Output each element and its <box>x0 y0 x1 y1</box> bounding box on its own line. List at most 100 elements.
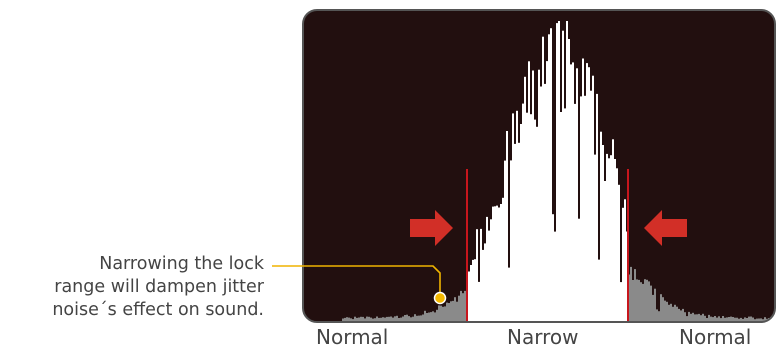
histogram-bar-locked <box>604 181 606 321</box>
histogram-bar-locked <box>514 143 516 321</box>
histogram-bar-outside <box>750 316 752 321</box>
histogram-bar-locked <box>528 61 530 322</box>
histogram-bar-locked <box>498 207 500 321</box>
histogram-bar-locked <box>518 142 520 321</box>
histogram-bar-outside <box>652 294 654 321</box>
histogram-bar-outside <box>382 317 384 321</box>
histogram-bar-locked <box>624 199 626 321</box>
histogram-bar-outside <box>694 314 696 321</box>
histogram-bar-outside <box>704 315 706 321</box>
histogram-bar-outside <box>640 282 642 321</box>
histogram-bar-locked <box>552 214 554 321</box>
histogram-bar-locked <box>506 131 508 321</box>
histogram-bar-outside <box>700 315 702 321</box>
histogram-bar-outside <box>678 308 680 321</box>
histogram-bar-locked <box>474 259 476 321</box>
histogram-bar-outside <box>408 316 410 321</box>
histogram-bar-outside <box>718 316 720 321</box>
histogram-bar-outside <box>388 316 390 321</box>
histogram-bar-outside <box>632 280 634 321</box>
histogram-bar-outside <box>716 317 718 321</box>
histogram-bar-outside <box>368 316 370 321</box>
histogram-bar-outside <box>424 310 426 321</box>
histogram-bar-outside <box>636 279 638 321</box>
histogram-bar-outside <box>406 314 408 321</box>
histogram-bar-outside <box>696 314 698 321</box>
histogram-bar-outside <box>680 310 682 321</box>
axis-label-center: Narrow <box>507 325 579 349</box>
histogram-bar-locked <box>520 124 522 321</box>
histogram-bar-locked <box>548 34 550 322</box>
histogram-bar-outside <box>346 317 348 321</box>
callout-line-1: Narrowing the lock <box>99 254 264 274</box>
histogram-bar-outside <box>348 317 350 321</box>
histogram-bar-locked <box>530 114 532 321</box>
histogram-bar-locked <box>610 155 612 321</box>
histogram-bar-outside <box>442 306 444 321</box>
histogram-bar-outside <box>686 316 688 321</box>
histogram-bar-outside <box>350 318 352 321</box>
histogram-bar-locked <box>562 30 564 321</box>
histogram-bar-locked <box>574 103 576 322</box>
histogram-bar-locked <box>598 259 600 321</box>
histogram-bar-outside <box>446 302 448 321</box>
histogram-bar-outside <box>352 319 354 321</box>
histogram-bar-locked <box>576 68 578 321</box>
histogram-bar-outside <box>370 317 372 321</box>
histogram-bar-outside <box>366 316 368 321</box>
histogram-bar-locked <box>596 93 598 322</box>
histogram-bar-outside <box>672 306 674 321</box>
histogram-bar-locked <box>568 39 570 321</box>
histogram-bar-locked <box>560 112 562 321</box>
histogram-bar-locked <box>608 158 610 321</box>
histogram-bar-outside <box>668 304 670 321</box>
histogram-bar-outside <box>400 317 402 321</box>
histogram-bar-outside <box>452 300 454 321</box>
histogram-bar-locked <box>476 229 478 321</box>
histogram-bar-locked <box>522 103 524 321</box>
histogram-bar-locked <box>556 23 558 321</box>
histogram-bar-outside <box>762 319 764 321</box>
histogram-bar-outside <box>722 316 724 321</box>
histogram-bar-outside <box>760 318 762 321</box>
histogram-bar-locked <box>616 168 618 321</box>
axis-label-left: Normal <box>316 325 389 349</box>
histogram-bar-outside <box>428 312 430 321</box>
histogram-bar-outside <box>650 285 652 321</box>
histogram-bar-outside <box>398 318 400 321</box>
histogram-bar-outside <box>458 295 460 321</box>
histogram-bar-locked <box>606 153 608 321</box>
histogram-bar-outside <box>376 316 378 321</box>
histogram-bar-outside <box>752 317 754 321</box>
histogram-bar-locked <box>468 271 470 321</box>
histogram-bar-outside <box>402 316 404 321</box>
histogram-bar-outside <box>764 317 766 321</box>
histogram-bar-outside <box>710 316 712 321</box>
histogram-bar-locked <box>512 113 514 322</box>
histogram-bar-outside <box>772 319 774 321</box>
histogram-bar-outside <box>444 306 446 321</box>
histogram-bar-outside <box>658 311 660 321</box>
histogram-bar-outside <box>646 279 648 321</box>
histogram-bar-locked <box>614 159 616 321</box>
histogram-bar-outside <box>660 294 662 321</box>
histogram-bar-outside <box>728 317 730 321</box>
histogram-bar-outside <box>684 312 686 321</box>
callout-text: Narrowing the lock range will dampen jit… <box>0 253 264 322</box>
histogram-bar-outside <box>648 281 650 321</box>
histogram-bar-outside <box>732 317 734 321</box>
histogram-bar-locked <box>582 58 584 321</box>
histogram-bar-outside <box>740 317 742 321</box>
histogram-bar-locked <box>490 219 492 321</box>
histogram-bar-outside <box>720 318 722 321</box>
histogram-bar-outside <box>692 312 694 321</box>
histogram-bar-outside <box>436 309 438 321</box>
histogram-bar-locked <box>550 28 552 321</box>
histogram-bar-outside <box>386 316 388 321</box>
callout-line-2: range will dampen jitter <box>54 277 264 297</box>
histogram-bar-outside <box>374 318 376 321</box>
histogram-bar-outside <box>448 303 450 321</box>
histogram-bar-outside <box>362 316 364 321</box>
histogram-bar-locked <box>592 75 594 321</box>
histogram-bar-outside <box>364 318 366 321</box>
